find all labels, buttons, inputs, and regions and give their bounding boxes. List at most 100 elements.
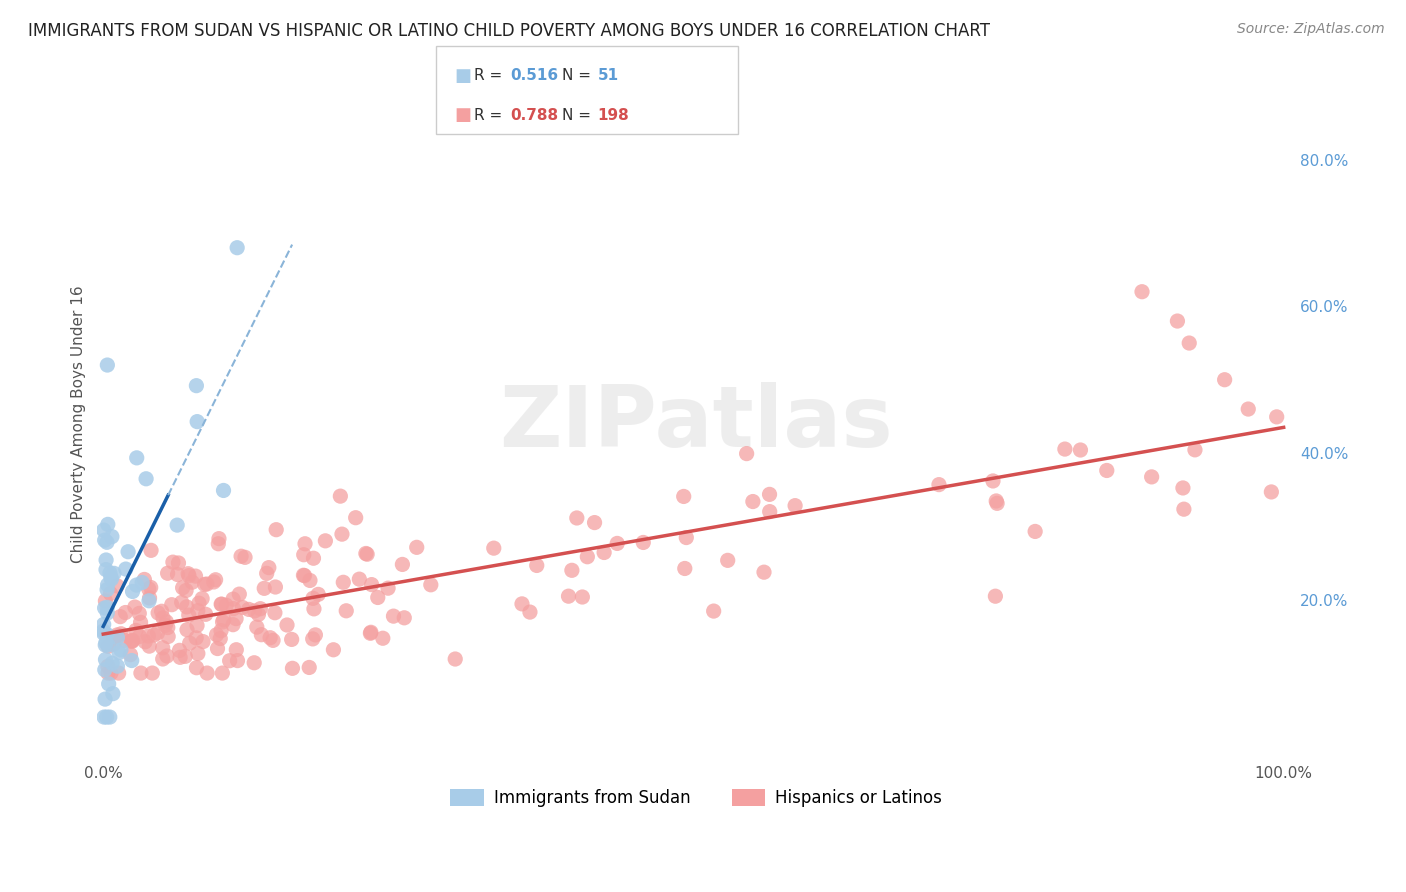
Point [565,511,588,525]
Point [225,642,247,657]
Point [186,661,208,675]
Point [177,608,200,623]
Point [139,581,162,595]
Point [229,549,252,564]
Point [129,615,152,630]
Point [97,666,120,681]
Point [121,654,143,668]
Point [138,594,160,608]
Point [583,516,606,530]
Point [264,606,287,620]
Point [138,639,160,653]
Point [101,657,124,671]
Point [195,666,218,681]
Point [169,650,191,665]
Point [96,606,118,620]
Point [105,579,128,593]
Point [152,652,174,666]
Point [207,537,229,551]
Text: ZIPatlas: ZIPatlas [499,382,893,466]
Point [94,635,117,649]
Point [103,630,125,644]
Point [181,575,204,590]
Point [212,613,235,627]
Point [96,535,118,549]
Point [101,530,124,544]
Point [110,627,132,641]
Point [294,537,316,551]
Point [187,647,209,661]
Point [166,518,188,533]
Point [146,606,169,620]
Point [356,547,378,561]
Point [176,623,198,637]
Point [125,578,148,592]
Point [526,558,548,573]
Point [155,618,177,632]
Point [225,612,247,626]
Point [157,630,180,644]
Point [208,532,231,546]
Point [167,556,190,570]
Point [96,627,118,641]
Point [218,654,240,668]
Point [100,666,122,681]
Point [301,632,323,646]
Point [360,577,382,591]
Point [1140,470,1163,484]
Legend: Immigrants from Sudan, Hispanics or Latinos: Immigrants from Sudan, Hispanics or Lati… [444,782,949,814]
Point [1184,442,1206,457]
Point [561,563,583,577]
Point [110,643,132,657]
Point [349,572,371,586]
Point [222,601,245,615]
Point [97,638,120,652]
Point [758,487,780,501]
Point [330,527,353,541]
Point [195,577,218,591]
Point [249,601,271,615]
Point [226,241,249,255]
Point [184,569,207,583]
Point [391,558,413,572]
Point [1265,409,1288,424]
Text: 0.788: 0.788 [510,108,558,123]
Point [298,574,321,588]
Text: R =: R = [474,108,508,123]
Point [276,618,298,632]
Point [186,618,208,632]
Point [359,626,381,640]
Point [322,642,344,657]
Point [94,663,117,677]
Point [150,604,173,618]
Point [752,565,775,579]
Point [124,600,146,615]
Point [984,589,1007,603]
Point [114,606,136,620]
Point [264,580,287,594]
Point [238,602,260,616]
Point [298,660,321,674]
Point [280,632,302,647]
Point [93,710,115,724]
Point [156,648,179,663]
Point [156,621,179,635]
Point [233,550,256,565]
Point [202,574,225,589]
Point [482,541,505,556]
Text: 51: 51 [598,69,619,84]
Point [294,568,316,582]
Point [186,415,208,429]
Point [354,546,377,560]
Point [228,587,250,601]
Point [510,597,533,611]
Point [100,572,122,586]
Point [166,567,188,582]
Point [103,566,125,581]
Point [96,710,118,724]
Point [281,661,304,675]
Point [93,617,115,632]
Point [152,640,174,655]
Point [98,710,121,724]
Point [176,599,198,614]
